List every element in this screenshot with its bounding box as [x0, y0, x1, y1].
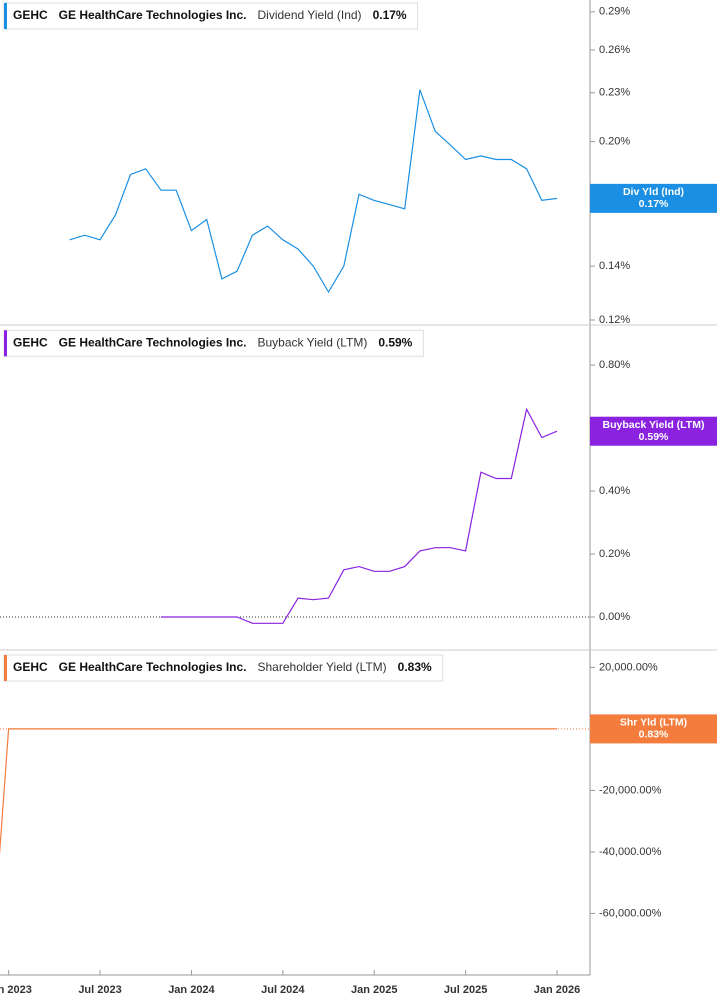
x-tick-label: Jul 2023 [78, 984, 121, 996]
legend-text: GE HealthCare Technologies Inc. [59, 8, 247, 22]
legend-swatch [4, 655, 7, 681]
callout-name: Div Yld (Ind) [623, 186, 684, 198]
callout-value: 0.83% [639, 729, 669, 741]
y-tick-label: 0.00% [599, 611, 630, 623]
y-tick-label: 0.12% [599, 314, 630, 326]
value-callout [590, 714, 717, 744]
y-tick-label: 0.80% [599, 359, 630, 371]
y-tick-label: 0.14% [599, 260, 630, 272]
legend-text: Shareholder Yield (LTM) [258, 660, 387, 674]
legend-swatch [4, 330, 7, 357]
legend-swatch [4, 3, 7, 29]
y-tick-label: 0.20% [599, 548, 630, 560]
legend-text: 0.17% [373, 8, 407, 22]
legend: GEHC GE HealthCare Technologies Inc. Divid… [3, 2, 419, 30]
legend-text: GE HealthCare Technologies Inc. [59, 335, 247, 349]
y-tick-label: -60,000.00% [599, 907, 662, 919]
y-tick-label: 0.40% [599, 485, 630, 497]
y-tick-label: -20,000.00% [599, 784, 662, 796]
x-tick-label: Jan 2026 [534, 984, 580, 996]
legend-text: 0.59% [378, 335, 412, 349]
legend-box [3, 2, 419, 30]
y-tick-label: 0.20% [599, 136, 630, 148]
y-tick-label: 20,000.00% [599, 661, 658, 673]
x-tick-label: Jan 2025 [351, 984, 397, 996]
callout-name: Buyback Yield (LTM) [603, 419, 705, 431]
legend-box [3, 654, 444, 682]
callout-name: Shr Yld (LTM) [620, 717, 687, 729]
legend-text: GE HealthCare Technologies Inc. [59, 660, 247, 674]
legend-text: GEHC [13, 660, 48, 674]
legend-text: Dividend Yield (Ind) [258, 8, 362, 22]
callout-value: 0.17% [639, 198, 669, 210]
legend-text: GEHC [13, 335, 48, 349]
y-tick-label: -40,000.00% [599, 846, 662, 858]
x-tick-label: Jul 2025 [444, 984, 487, 996]
legend: GEHC GE HealthCare Technologies Inc. Share… [3, 654, 444, 682]
x-tick-label: Jan 2024 [168, 984, 215, 996]
y-tick-label: 0.23% [599, 87, 630, 99]
x-tick-label: Jul 2024 [261, 984, 305, 996]
y-tick-label: 0.29% [599, 6, 630, 18]
callout-value: 0.59% [639, 431, 669, 443]
value-callout [590, 416, 717, 446]
legend-text: Buyback Yield (LTM) [258, 335, 368, 349]
legend-text: GEHC [13, 8, 48, 22]
value-callout [590, 183, 717, 213]
series-line [161, 407, 558, 624]
legend: GEHC GE HealthCare Technologies Inc. Buyba… [3, 329, 424, 357]
legend-text: 0.83% [398, 660, 432, 674]
series-line [69, 89, 558, 294]
x-tick-label: Jan 2023 [0, 984, 32, 996]
y-tick-label: 0.26% [599, 44, 630, 56]
series-line [0, 728, 557, 856]
